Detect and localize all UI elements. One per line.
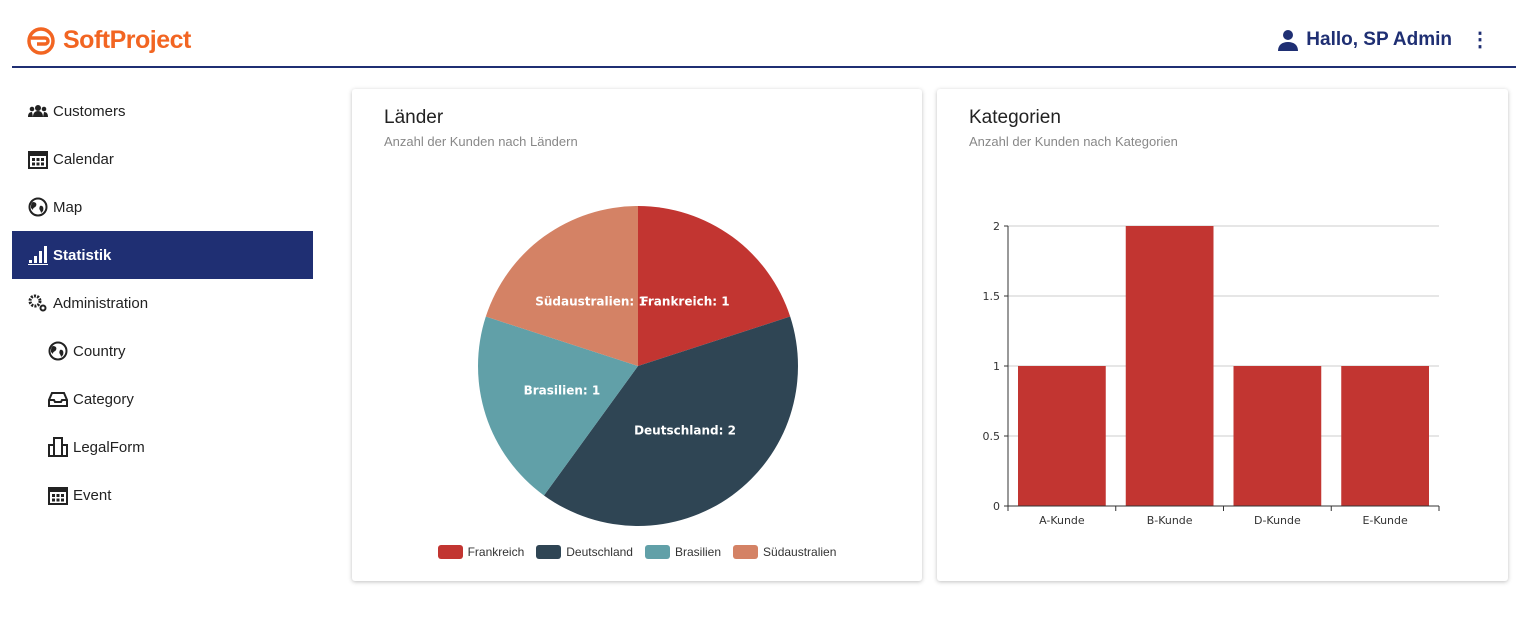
inbox-icon xyxy=(48,389,68,409)
card-title: Länder xyxy=(384,107,444,128)
sidebar-item-administration[interactable]: Administration xyxy=(12,279,313,327)
pie-slice xyxy=(638,206,791,366)
legend-swatch xyxy=(733,545,759,559)
legend-swatch xyxy=(536,545,562,559)
sidebar-item-label: Calendar xyxy=(53,150,114,168)
x-tick-label: A-Kunde xyxy=(1039,514,1085,527)
sidebar: Customers Calendar Map Statistik Administrat… xyxy=(12,87,313,519)
sidebar-item-customers[interactable]: Customers xyxy=(12,87,313,135)
pie-label: Frankreich: 1 xyxy=(640,294,729,308)
card-title: Kategorien xyxy=(969,107,1061,128)
logo[interactable]: SoftProject xyxy=(27,26,191,55)
sidebar-item-label: Category xyxy=(73,390,134,408)
legend-item[interactable]: Deutschland xyxy=(536,545,633,559)
legend-item[interactable]: Brasilien xyxy=(644,545,722,559)
y-tick-label: 0 xyxy=(993,500,1000,513)
sidebar-item-event[interactable]: Event xyxy=(12,471,313,519)
bar xyxy=(1125,226,1214,506)
sidebar-item-label: Customers xyxy=(53,102,126,120)
pie-label: Brasilien: 1 xyxy=(524,384,601,398)
calendar-icon xyxy=(28,149,48,169)
user-greeting: Hallo, SP Admin xyxy=(1306,29,1452,50)
bar xyxy=(1341,366,1429,506)
globe-icon xyxy=(48,341,68,361)
pie-slice xyxy=(543,316,798,526)
gears-icon xyxy=(28,293,48,313)
sidebar-item-calendar[interactable]: Calendar xyxy=(12,135,313,183)
calendar-icon xyxy=(48,485,68,505)
users-icon xyxy=(28,101,48,121)
legend-label: Deutschland xyxy=(566,545,633,559)
legend-label: Frankreich xyxy=(467,545,525,559)
sidebar-item-label: LegalForm xyxy=(73,438,145,456)
app-header: SoftProject Hallo, SP Admin ⋮ xyxy=(12,0,1516,68)
x-tick-label: D-Kunde xyxy=(1254,514,1301,527)
bar xyxy=(1233,366,1322,506)
pie-slice xyxy=(485,206,638,366)
legend-item[interactable]: Frankreich xyxy=(437,545,525,559)
pie-legend: Frankreich Deutschland Brasilien Südaustral… xyxy=(352,545,922,559)
user-menu[interactable]: Hallo, SP Admin ⋮ xyxy=(1276,28,1490,52)
globe-icon xyxy=(28,197,48,217)
sidebar-item-category[interactable]: Category xyxy=(12,375,313,423)
kategorien-card: Kategorien Anzahl der Kunden nach Katego… xyxy=(937,89,1508,581)
x-tick-label: E-Kunde xyxy=(1362,514,1408,527)
softproject-logo-icon xyxy=(27,26,55,55)
sidebar-item-map[interactable]: Map xyxy=(12,183,313,231)
bar xyxy=(1018,366,1106,506)
legend-label: Südaustralien xyxy=(763,545,837,559)
legend-swatch xyxy=(437,545,463,559)
sidebar-item-label: Country xyxy=(73,342,126,360)
bar-chart-icon xyxy=(28,245,48,265)
brand-name: SoftProject xyxy=(63,26,191,54)
legend-label: Brasilien xyxy=(674,545,722,559)
y-tick-label: 0.5 xyxy=(983,430,1001,443)
user-icon xyxy=(1278,30,1299,51)
card-subtitle: Anzahl der Kunden nach Kategorien xyxy=(969,134,1178,149)
sidebar-item-label: Statistik xyxy=(53,246,112,264)
pie-slice xyxy=(478,316,638,496)
sidebar-item-label: Map xyxy=(53,198,83,216)
y-tick-label: 1.5 xyxy=(983,290,1001,303)
y-tick-label: 2 xyxy=(993,220,1000,233)
more-vert-icon[interactable]: ⋮ xyxy=(1470,29,1490,51)
x-tick-label: B-Kunde xyxy=(1147,514,1193,527)
sidebar-item-country[interactable]: Country xyxy=(12,327,313,375)
legend-item[interactable]: Südaustralien xyxy=(733,545,836,559)
legend-swatch xyxy=(644,545,670,559)
sidebar-item-legalform[interactable]: LegalForm xyxy=(12,423,313,471)
building-icon xyxy=(48,437,68,457)
sidebar-item-label: Administration xyxy=(53,294,149,312)
card-subtitle: Anzahl der Kunden nach Ländern xyxy=(384,134,578,149)
pie-label: Südaustralien: 1 xyxy=(535,294,647,308)
sidebar-item-statistik[interactable]: Statistik xyxy=(12,231,313,279)
bar-chart: 0 0.5 1 1.5 2 A-Kunde B-Kunde D-Kunde E-Kunde xyxy=(983,220,1440,527)
pie-chart: Frankreich: 1 Deutschland: 2 Brasilien: 1 S… xyxy=(478,206,798,526)
pie-label: Deutschland: 2 xyxy=(634,424,736,438)
y-tick-label: 1 xyxy=(993,360,1000,373)
sidebar-item-label: Event xyxy=(73,486,112,504)
laender-card: Länder Anzahl der Kunden nach Ländern Fr… xyxy=(352,89,922,581)
